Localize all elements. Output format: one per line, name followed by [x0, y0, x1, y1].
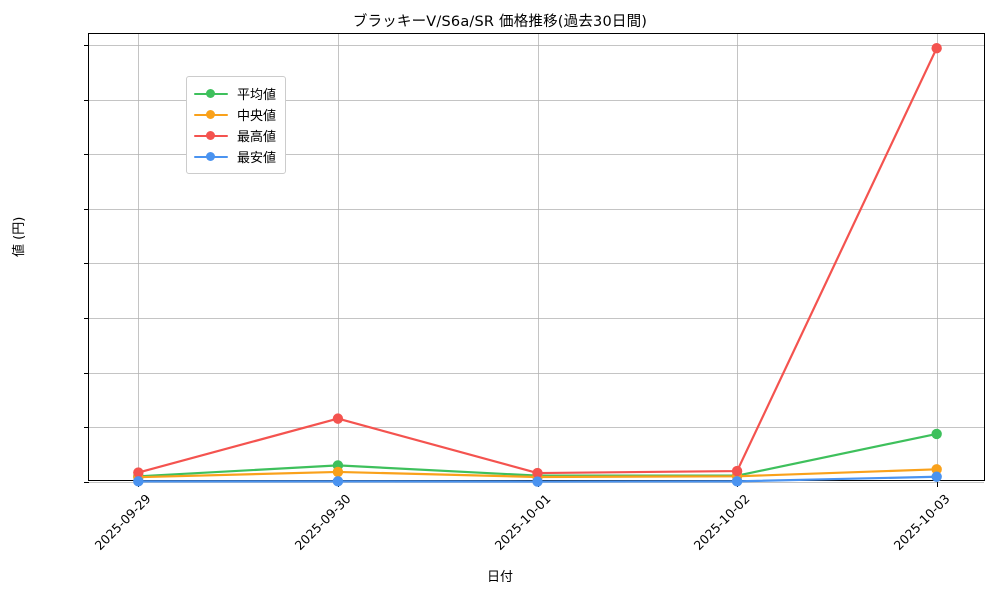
gridline-horizontal	[89, 154, 984, 156]
legend-label: 最高値	[237, 130, 277, 145]
gridline-horizontal	[89, 99, 984, 101]
y-axis-label: 値 (円)	[12, 216, 27, 257]
gridline-vertical	[936, 34, 938, 480]
data-point-marker	[931, 464, 942, 475]
data-point-marker	[731, 465, 743, 477]
y-tick-mark	[84, 208, 89, 210]
data-point-marker	[133, 476, 144, 487]
gridline-horizontal	[89, 263, 984, 265]
series-lines	[133, 43, 942, 487]
legend-label: 中央値	[237, 109, 277, 124]
gridline-horizontal	[89, 318, 984, 320]
y-tick-mark	[84, 154, 89, 156]
data-point-marker	[931, 471, 942, 482]
chart-legend[interactable]: 平均値中央値最高値最安値	[186, 76, 287, 174]
x-tick-mark	[936, 482, 938, 487]
legend-swatch-icon	[194, 87, 228, 101]
legend-item-1[interactable]: 中央値	[194, 104, 276, 125]
gridline-vertical	[138, 34, 140, 480]
gridline-vertical	[337, 34, 339, 480]
data-point-marker	[332, 476, 344, 487]
data-point-marker	[133, 467, 144, 478]
x-tick-label: 2025-09-30	[291, 491, 354, 553]
data-point-marker	[332, 413, 344, 424]
data-point-marker	[731, 476, 743, 487]
gridline-horizontal	[89, 208, 984, 210]
data-point-marker	[931, 43, 942, 54]
x-tick-label: 2025-09-29	[91, 491, 154, 553]
legend-item-3[interactable]: 最安値	[194, 146, 276, 167]
gridline-vertical	[737, 34, 739, 480]
legend-label: 平均値	[237, 88, 277, 103]
gridline-horizontal	[89, 44, 984, 46]
chart-title: ブラッキーV/S6a/SR 価格推移(過去30日間)	[352, 14, 648, 30]
gridline-vertical	[537, 34, 539, 480]
y-tick-mark	[84, 99, 89, 101]
data-point-marker	[532, 476, 543, 487]
legend-item-0[interactable]: 平均値	[194, 83, 276, 104]
y-tick-mark	[84, 482, 89, 483]
legend-swatch-icon	[194, 150, 228, 164]
y-tick-mark	[84, 372, 89, 374]
x-tick-label: 2025-10-02	[690, 491, 753, 553]
y-tick-mark	[84, 427, 89, 429]
data-point-marker	[931, 428, 942, 440]
legend-swatch-icon	[194, 129, 228, 143]
legend-item-2[interactable]: 最高値	[194, 125, 276, 146]
legend-label: 最安値	[237, 151, 277, 166]
gridline-horizontal	[89, 372, 984, 374]
y-tick-mark	[84, 263, 89, 265]
y-tick-mark	[84, 44, 89, 46]
y-tick-mark	[84, 318, 89, 320]
x-tick-label: 2025-10-03	[890, 491, 953, 553]
plot-area: 0250005000075000100000125000150000175000…	[84, 33, 985, 553]
data-point-marker	[332, 466, 344, 478]
x-axis-label: 日付	[486, 570, 513, 585]
x-tick-label: 2025-10-01	[491, 491, 554, 553]
gridline-horizontal	[89, 427, 984, 429]
data-point-marker	[532, 467, 543, 479]
legend-swatch-icon	[194, 108, 228, 122]
